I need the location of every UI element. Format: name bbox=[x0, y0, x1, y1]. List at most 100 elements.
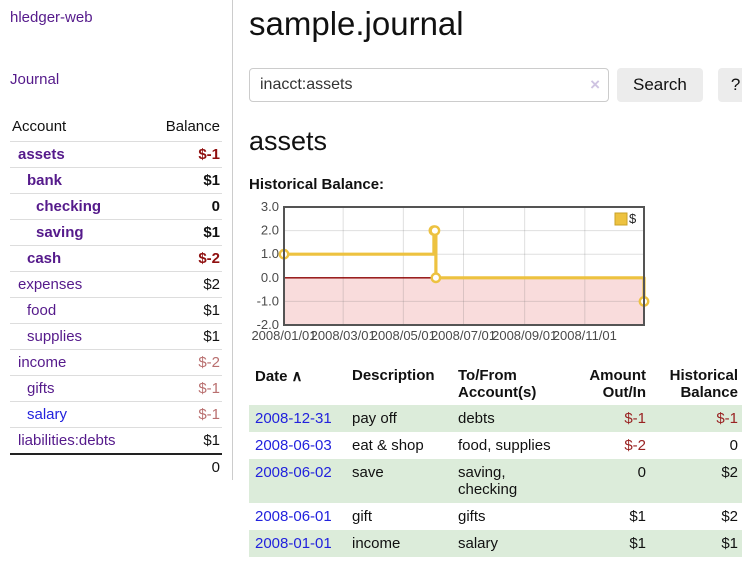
journal-nav: Journal bbox=[10, 71, 222, 89]
account-row: salary $-1 bbox=[10, 401, 222, 428]
transaction-balance: 0 bbox=[729, 437, 738, 454]
account-link[interactable]: salary bbox=[27, 406, 68, 423]
chart-canvas: $3.0 2.0 1.0 0.0 -1.0 -2.02008/01/012008/03/0… bbox=[251, 201, 650, 343]
transaction-accounts: debts bbox=[458, 410, 495, 427]
transaction-row: 2008-01-01 income salary $1 $1 bbox=[249, 530, 742, 557]
register-header-date[interactable]: Date ∧ bbox=[249, 363, 346, 405]
amount-header-line2: Out/In bbox=[602, 384, 646, 401]
account-row: bank $1 bbox=[10, 167, 222, 194]
account-balance: $1 bbox=[147, 219, 222, 246]
register-header-amount[interactable]: Amount Out/In bbox=[570, 363, 652, 405]
svg-text:2008/01/01: 2008/01/01 bbox=[251, 328, 316, 343]
svg-text:2.0: 2.0 bbox=[261, 223, 279, 238]
svg-text:-1.0: -1.0 bbox=[257, 293, 279, 308]
account-link[interactable]: food bbox=[27, 302, 57, 319]
transaction-date-link[interactable]: 2008-01-01 bbox=[255, 535, 332, 552]
svg-text:2008/03/01: 2008/03/01 bbox=[311, 328, 376, 343]
account-title: assets bbox=[249, 126, 328, 156]
chart-label: Historical Balance: bbox=[249, 176, 385, 193]
transaction-description: save bbox=[352, 464, 384, 481]
accounts-header-line1: To/From bbox=[458, 367, 517, 384]
account-balance: $1 bbox=[147, 323, 222, 350]
transaction-row: 2008-06-01 gift gifts $1 $2 bbox=[249, 503, 742, 530]
svg-text:1.0: 1.0 bbox=[261, 246, 279, 261]
account-balance: 0 bbox=[147, 193, 222, 220]
search-input[interactable] bbox=[249, 68, 609, 102]
journal-link[interactable]: Journal bbox=[10, 71, 60, 88]
transaction-date-link[interactable]: 2008-12-31 bbox=[255, 410, 332, 427]
transaction-date-link[interactable]: 2008-06-02 bbox=[255, 464, 332, 481]
clear-search-icon[interactable]: × bbox=[590, 75, 600, 94]
account-link[interactable]: saving bbox=[36, 224, 84, 241]
register-header-description[interactable]: Description bbox=[346, 363, 452, 405]
transaction-accounts: saving, checking bbox=[458, 464, 518, 498]
svg-text:-2.0: -2.0 bbox=[257, 317, 279, 332]
svg-text:3.0: 3.0 bbox=[261, 201, 279, 214]
account-link[interactable]: assets bbox=[18, 146, 65, 163]
accounts-table: Account Balance assets $-1 bank $1 check… bbox=[10, 114, 222, 480]
description-header-label: Description bbox=[352, 367, 435, 384]
account-row: gifts $-1 bbox=[10, 375, 222, 402]
search-bar: × Search ? bbox=[249, 68, 742, 102]
account-link[interactable]: expenses bbox=[18, 276, 83, 293]
transaction-balance: $2 bbox=[721, 508, 738, 525]
transaction-amount: $1 bbox=[629, 508, 646, 525]
transaction-date-link[interactable]: 2008-06-03 bbox=[255, 437, 332, 454]
register-header-row: Date ∧ Description To/From Account(s) Amo… bbox=[249, 363, 742, 405]
accounts-header-balance: Balance bbox=[147, 114, 222, 142]
help-button[interactable]: ? bbox=[717, 68, 742, 102]
accounts-header-row: Account Balance bbox=[10, 114, 222, 142]
transaction-description: pay off bbox=[352, 410, 397, 427]
account-balance: $1 bbox=[147, 167, 222, 194]
transaction-description: eat & shop bbox=[352, 437, 424, 454]
svg-text:$: $ bbox=[629, 211, 637, 226]
account-link[interactable]: cash bbox=[27, 250, 62, 267]
account-row: checking 0 bbox=[10, 193, 222, 220]
account-link[interactable]: income bbox=[18, 354, 67, 371]
accounts-header-account: Account bbox=[10, 114, 148, 142]
accounts-total-row: 0 bbox=[10, 453, 222, 480]
svg-text:2008/11/01: 2008/11/01 bbox=[553, 328, 617, 343]
search-box: × bbox=[249, 68, 609, 102]
sort-asc-icon: ∧ bbox=[291, 368, 303, 385]
transaction-accounts: gifts bbox=[458, 508, 486, 525]
account-row: food $1 bbox=[10, 297, 222, 324]
brand-link[interactable]: hledger-web bbox=[10, 9, 93, 26]
account-row: income $-2 bbox=[10, 349, 222, 376]
transaction-amount: $-1 bbox=[624, 410, 646, 427]
transaction-row: 2008-06-03 eat & shop food, supplies $-2… bbox=[249, 432, 742, 459]
account-link[interactable]: supplies bbox=[27, 328, 83, 345]
account-balance: $-1 bbox=[147, 401, 222, 428]
transaction-date-link[interactable]: 2008-06-01 bbox=[255, 508, 332, 525]
svg-text:2008/05/01: 2008/05/01 bbox=[371, 328, 436, 343]
amount-header-line1: Amount bbox=[589, 367, 646, 384]
account-link[interactable]: checking bbox=[36, 198, 102, 215]
transaction-amount: $-2 bbox=[624, 437, 646, 454]
date-header-label: Date bbox=[255, 368, 288, 385]
transaction-description: gift bbox=[352, 508, 373, 525]
accounts-header-line2: Account(s) bbox=[458, 384, 537, 401]
account-row: saving $1 bbox=[10, 219, 222, 246]
account-balance: $-1 bbox=[147, 375, 222, 402]
account-row: cash $-2 bbox=[10, 245, 222, 272]
account-balance: $2 bbox=[147, 271, 222, 298]
main-content: sample.journal × Search ? assets Histori… bbox=[233, 0, 742, 557]
register-header-accounts[interactable]: To/From Account(s) bbox=[452, 363, 570, 405]
page-title: sample.journal bbox=[249, 5, 464, 42]
register-table: Date ∧ Description To/From Account(s) Amo… bbox=[249, 363, 742, 557]
account-balance: $-1 bbox=[198, 146, 220, 163]
account-row: expenses $2 bbox=[10, 271, 222, 298]
transaction-amount: $1 bbox=[629, 535, 646, 552]
register-header-balance[interactable]: Historical Balance bbox=[652, 363, 742, 405]
svg-text:0.0: 0.0 bbox=[261, 270, 279, 285]
app-brand: hledger-web bbox=[10, 9, 222, 27]
accounts-total-value: 0 bbox=[147, 453, 222, 480]
svg-text:2008/09/01: 2008/09/01 bbox=[492, 328, 557, 343]
account-link[interactable]: liabilities:debts bbox=[18, 432, 116, 449]
historical-balance-chart: $3.0 2.0 1.0 0.0 -1.0 -2.0 2008/01/01 2008/03/0… bbox=[249, 201, 654, 349]
account-link[interactable]: gifts bbox=[27, 380, 55, 397]
balance-header-line2: Balance bbox=[680, 384, 738, 401]
search-button[interactable]: Search bbox=[617, 68, 703, 102]
transaction-description: income bbox=[352, 535, 401, 552]
account-link[interactable]: bank bbox=[27, 172, 63, 189]
